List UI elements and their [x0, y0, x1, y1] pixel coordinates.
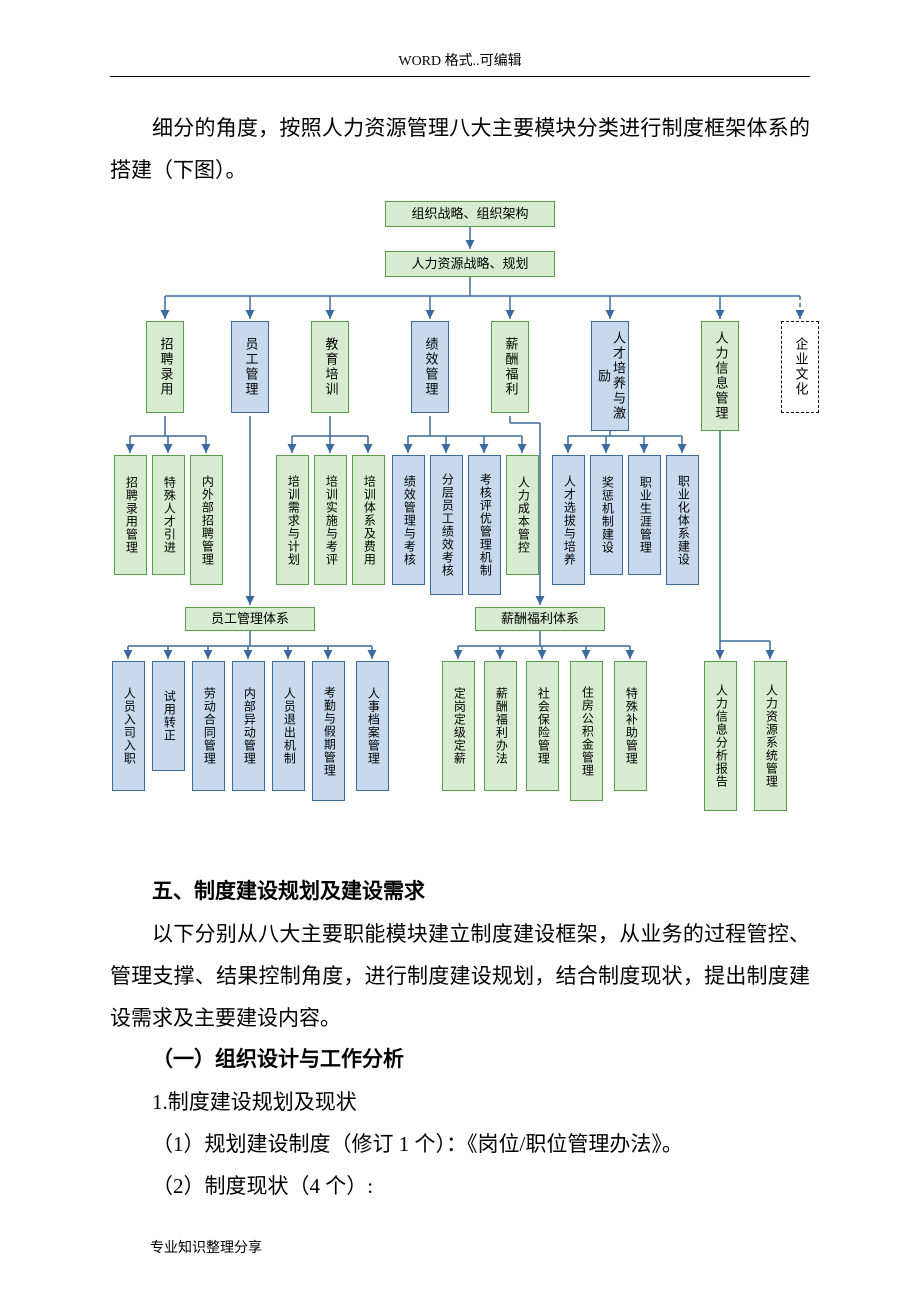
node-g1-6: 考勤与假期管理 [312, 661, 345, 801]
node-g2-3: 社会保险管理 [526, 661, 559, 791]
node-f1: 人才选拔与培养 [552, 455, 585, 585]
node-g1-3: 劳动合同管理 [192, 661, 225, 791]
node-recruit: 招聘录用 [146, 321, 184, 413]
org-flowchart: 组织战略、组织架构 人力资源战略、规划 招聘录用 员工管理 教育培训 绩效管理 … [110, 191, 830, 851]
heading-5: 五、制度建设规划及建设需求 [110, 871, 810, 913]
node-d3: 考核评优管理机制 [468, 455, 501, 595]
node-f2: 奖惩机制建设 [590, 455, 623, 575]
body-text-block-2: 五、制度建设规划及建设需求 以下分别从八大主要职能模块建立制度建设框架，从业务的… [110, 871, 810, 1207]
node-f3: 职业生涯管理 [628, 455, 661, 575]
body-text-block: 细分的角度，按照人力资源管理八大主要模块分类进行制度框架体系的搭建（下图）。 [110, 107, 810, 191]
node-g1-7: 人事档案管理 [356, 661, 389, 791]
node-talent: 人才培养与激励 [591, 321, 629, 431]
node-g1-2: 试用转正 [152, 661, 185, 771]
node-c2: 培训实施与考评 [314, 455, 347, 585]
node-d4: 人力成本管控 [506, 455, 539, 575]
node-employee: 员工管理 [231, 321, 269, 413]
para-2: 以下分别从八大主要职能模块建立制度建设框架，从业务的过程管控、管理支撑、结果控制… [110, 913, 810, 1039]
page-header: WORD 格式..可编辑 [110, 50, 810, 77]
node-d2: 分层员工绩效考核 [430, 455, 463, 595]
node-d1: 绩效管理与考核 [392, 455, 425, 585]
page-footer: 专业知识整理分享 [150, 1237, 810, 1257]
node-g2-1: 定岗定级定薪 [442, 661, 475, 791]
node-g1-1: 人员入司入职 [112, 661, 145, 791]
node-performance: 绩效管理 [411, 321, 449, 413]
node-a2: 特殊人才引进 [152, 455, 185, 575]
node-gx-2: 人力资源系统管理 [754, 661, 787, 811]
para-5: （2）制度现状（4 个）: [110, 1165, 810, 1207]
para-3: 1.制度建设规划及现状 [110, 1081, 810, 1123]
node-hr-strategy: 人力资源战略、规划 [385, 251, 555, 277]
para-1: 细分的角度，按照人力资源管理八大主要模块分类进行制度框架体系的搭建（下图）。 [110, 107, 810, 191]
node-org-strategy: 组织战略、组织架构 [385, 201, 555, 227]
node-hrinfo: 人力信息管理 [701, 321, 739, 431]
node-c3: 培训体系及费用 [352, 455, 385, 585]
heading-5-1: （一）组织设计与工作分析 [110, 1039, 810, 1081]
node-g2-5: 特殊补助管理 [614, 661, 647, 791]
node-compensation: 薪酬福利 [491, 321, 529, 413]
node-training: 教育培训 [311, 321, 349, 413]
node-culture: 企业文化 [781, 321, 819, 413]
node-gx-1: 人力信息分析报告 [704, 661, 737, 811]
node-a3: 内外部招聘管理 [190, 455, 223, 585]
node-group-comp: 薪酬福利体系 [475, 607, 605, 631]
node-f4: 职业化体系建设 [666, 455, 699, 585]
node-a1: 招聘录用管理 [114, 455, 147, 575]
node-g1-5: 人员退出机制 [272, 661, 305, 791]
node-c1: 培训需求与计划 [276, 455, 309, 585]
node-g1-4: 内部异动管理 [232, 661, 265, 791]
para-4: （1）规划建设制度（修订 1 个）：《岗位/职位管理办法》。 [110, 1123, 810, 1165]
node-group-emp: 员工管理体系 [185, 607, 315, 631]
node-g2-4: 住房公积金管理 [570, 661, 603, 801]
node-g2-2: 薪酬福利办法 [484, 661, 517, 791]
